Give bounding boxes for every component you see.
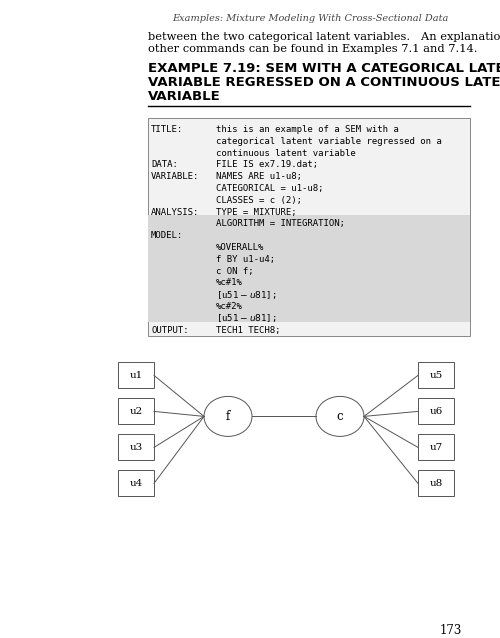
- Bar: [148, 263, 470, 274]
- Bar: [418, 362, 454, 389]
- Bar: [148, 216, 470, 227]
- Text: f BY u1-u4;: f BY u1-u4;: [216, 255, 275, 263]
- Text: VARIABLE REGRESSED ON A CONTINUOUS LATENT: VARIABLE REGRESSED ON A CONTINUOUS LATEN…: [148, 76, 500, 89]
- Text: ANALYSIS:: ANALYSIS:: [151, 207, 200, 216]
- Text: %OVERALL%: %OVERALL%: [216, 243, 264, 252]
- Bar: [118, 398, 154, 424]
- Text: this is an example of a SEM with a: this is an example of a SEM with a: [216, 125, 399, 134]
- Text: OUTPUT:: OUTPUT:: [151, 325, 188, 334]
- Bar: [148, 286, 470, 298]
- Bar: [418, 470, 454, 496]
- Text: MODEL:: MODEL:: [151, 231, 183, 240]
- Text: TYPE = MIXTURE;: TYPE = MIXTURE;: [216, 207, 296, 216]
- Text: %c#1%: %c#1%: [216, 278, 243, 287]
- Text: continuous latent variable: continuous latent variable: [216, 149, 356, 158]
- Bar: [418, 434, 454, 461]
- Bar: [148, 227, 470, 239]
- Text: u1: u1: [130, 371, 142, 380]
- Bar: [148, 239, 470, 251]
- Text: u6: u6: [430, 407, 442, 416]
- Text: VARIABLE:: VARIABLE:: [151, 172, 200, 181]
- Bar: [148, 274, 470, 286]
- Text: %c#2%: %c#2%: [216, 302, 243, 311]
- Ellipse shape: [204, 396, 252, 436]
- Text: [u5$1-u8$1];: [u5$1-u8$1];: [216, 289, 276, 300]
- Text: c: c: [336, 410, 344, 423]
- Text: DATA:: DATA:: [151, 160, 178, 170]
- Bar: [148, 118, 470, 336]
- Text: CATEGORICAL = u1-u8;: CATEGORICAL = u1-u8;: [216, 184, 324, 193]
- Text: between the two categorical latent variables.   An explanation of the: between the two categorical latent varia…: [148, 32, 500, 42]
- Text: EXAMPLE 7.19: SEM WITH A CATEGORICAL LATENT: EXAMPLE 7.19: SEM WITH A CATEGORICAL LAT…: [148, 62, 500, 75]
- Text: u5: u5: [430, 371, 442, 380]
- Text: ALGORITHM = INTEGRATION;: ALGORITHM = INTEGRATION;: [216, 219, 345, 228]
- Text: Examples: Mixture Modeling With Cross-Sectional Data: Examples: Mixture Modeling With Cross-Se…: [172, 14, 448, 23]
- Bar: [148, 251, 470, 263]
- Text: TECH1 TECH8;: TECH1 TECH8;: [216, 325, 280, 334]
- Bar: [148, 298, 470, 310]
- Text: 173: 173: [440, 624, 462, 637]
- Bar: [118, 434, 154, 461]
- Text: NAMES ARE u1-u8;: NAMES ARE u1-u8;: [216, 172, 302, 181]
- Text: c ON f;: c ON f;: [216, 267, 254, 276]
- Bar: [148, 310, 470, 322]
- Text: categorical latent variable regressed on a: categorical latent variable regressed on…: [216, 137, 442, 146]
- Text: u2: u2: [130, 407, 142, 416]
- Bar: [118, 470, 154, 496]
- Text: VARIABLE: VARIABLE: [148, 90, 221, 103]
- Text: FILE IS ex7.19.dat;: FILE IS ex7.19.dat;: [216, 160, 318, 170]
- Bar: [118, 362, 154, 389]
- Text: u7: u7: [430, 443, 442, 452]
- Text: u8: u8: [430, 479, 442, 488]
- Text: other commands can be found in Examples 7.1 and 7.14.: other commands can be found in Examples …: [148, 44, 478, 54]
- Text: u3: u3: [130, 443, 142, 452]
- Ellipse shape: [316, 396, 364, 436]
- Text: f: f: [226, 410, 230, 423]
- Text: u4: u4: [130, 479, 142, 488]
- Text: TITLE:: TITLE:: [151, 125, 183, 134]
- Text: [u5$1-u8$1];: [u5$1-u8$1];: [216, 312, 276, 324]
- Text: CLASSES = c (2);: CLASSES = c (2);: [216, 196, 302, 205]
- Bar: [418, 398, 454, 424]
